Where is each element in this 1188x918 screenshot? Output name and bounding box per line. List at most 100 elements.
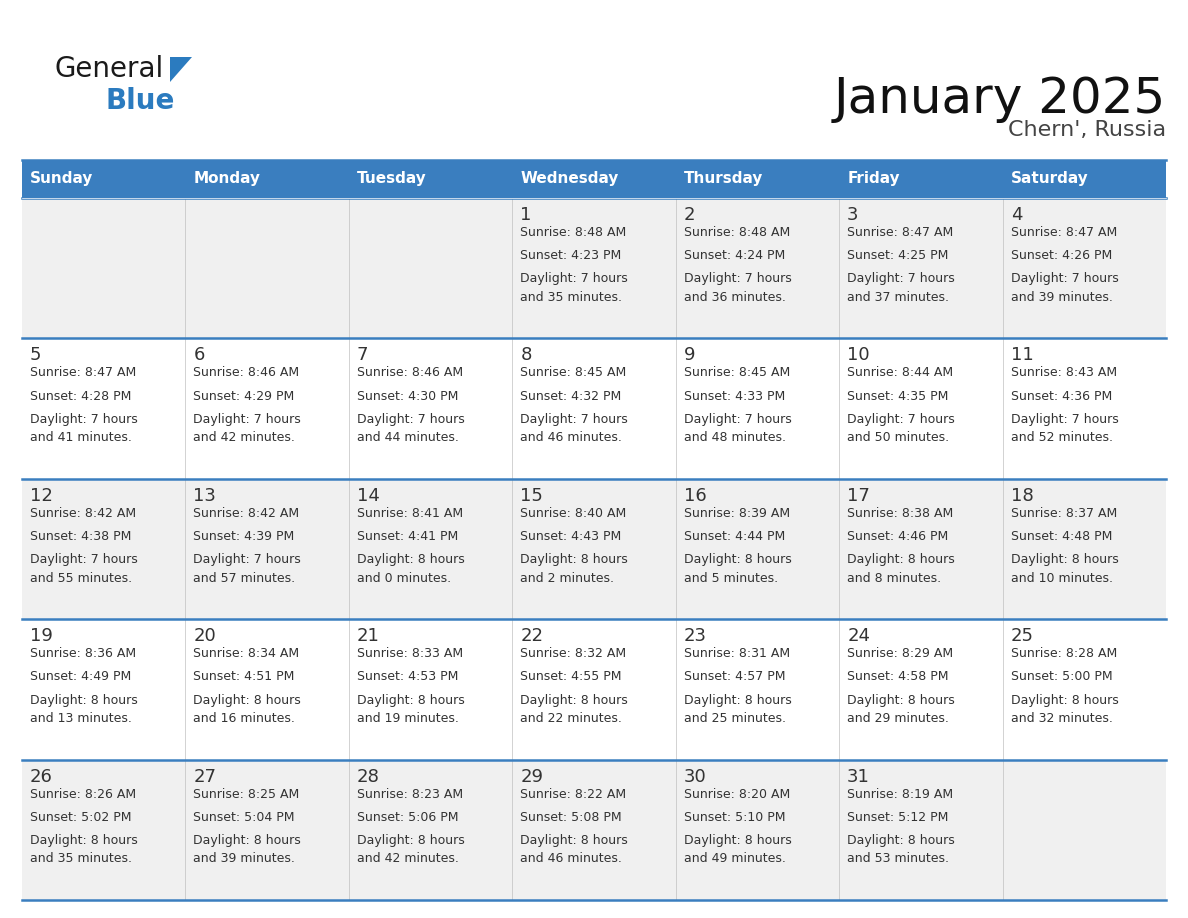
Text: Daylight: 8 hours
and 25 minutes.: Daylight: 8 hours and 25 minutes. [684, 693, 791, 725]
Text: Sunrise: 8:47 AM: Sunrise: 8:47 AM [1011, 226, 1117, 239]
Text: 9: 9 [684, 346, 695, 364]
Text: Daylight: 8 hours
and 22 minutes.: Daylight: 8 hours and 22 minutes. [520, 693, 628, 725]
Text: Daylight: 7 hours
and 50 minutes.: Daylight: 7 hours and 50 minutes. [847, 413, 955, 444]
Text: 17: 17 [847, 487, 870, 505]
Text: Sunset: 4:32 PM: Sunset: 4:32 PM [520, 389, 621, 403]
Text: Sunrise: 8:44 AM: Sunrise: 8:44 AM [847, 366, 953, 379]
Text: Sunset: 4:38 PM: Sunset: 4:38 PM [30, 530, 132, 543]
Text: 13: 13 [194, 487, 216, 505]
Text: 6: 6 [194, 346, 204, 364]
Text: 24: 24 [847, 627, 870, 645]
Text: Sunrise: 8:40 AM: Sunrise: 8:40 AM [520, 507, 626, 520]
Text: 28: 28 [356, 767, 380, 786]
Text: Daylight: 7 hours
and 57 minutes.: Daylight: 7 hours and 57 minutes. [194, 554, 302, 585]
Text: Sunrise: 8:34 AM: Sunrise: 8:34 AM [194, 647, 299, 660]
Text: Sunset: 4:41 PM: Sunset: 4:41 PM [356, 530, 459, 543]
Text: Sunrise: 8:41 AM: Sunrise: 8:41 AM [356, 507, 463, 520]
Text: Sunrise: 8:26 AM: Sunrise: 8:26 AM [30, 788, 137, 800]
Text: 2: 2 [684, 206, 695, 224]
Bar [23, 479, 1165, 620]
Text: Daylight: 8 hours
and 35 minutes.: Daylight: 8 hours and 35 minutes. [30, 834, 138, 866]
Text: Sunday: Sunday [30, 172, 94, 186]
Text: Sunrise: 8:47 AM: Sunrise: 8:47 AM [30, 366, 137, 379]
Text: Sunset: 4:46 PM: Sunset: 4:46 PM [847, 530, 948, 543]
Text: Sunset: 4:58 PM: Sunset: 4:58 PM [847, 670, 949, 683]
Text: Sunset: 4:35 PM: Sunset: 4:35 PM [847, 389, 948, 403]
Text: Sunrise: 8:37 AM: Sunrise: 8:37 AM [1011, 507, 1117, 520]
Text: 23: 23 [684, 627, 707, 645]
Text: Daylight: 8 hours
and 39 minutes.: Daylight: 8 hours and 39 minutes. [194, 834, 302, 866]
Text: 14: 14 [356, 487, 380, 505]
Bar [23, 198, 1165, 339]
Text: Sunset: 4:43 PM: Sunset: 4:43 PM [520, 530, 621, 543]
Text: Sunrise: 8:47 AM: Sunrise: 8:47 AM [847, 226, 954, 239]
Text: Sunrise: 8:43 AM: Sunrise: 8:43 AM [1011, 366, 1117, 379]
Bar [23, 339, 1165, 479]
Text: Sunset: 4:36 PM: Sunset: 4:36 PM [1011, 389, 1112, 403]
Text: Daylight: 8 hours
and 42 minutes.: Daylight: 8 hours and 42 minutes. [356, 834, 465, 866]
Text: Sunset: 4:53 PM: Sunset: 4:53 PM [356, 670, 459, 683]
Text: Sunrise: 8:28 AM: Sunrise: 8:28 AM [1011, 647, 1117, 660]
Text: Saturday: Saturday [1011, 172, 1088, 186]
Text: Chern', Russia: Chern', Russia [1007, 120, 1165, 140]
Text: Sunset: 5:08 PM: Sunset: 5:08 PM [520, 811, 621, 823]
Text: Daylight: 8 hours
and 0 minutes.: Daylight: 8 hours and 0 minutes. [356, 554, 465, 585]
Bar [23, 759, 1165, 900]
Text: Sunset: 4:23 PM: Sunset: 4:23 PM [520, 249, 621, 263]
Text: 19: 19 [30, 627, 53, 645]
Text: 22: 22 [520, 627, 543, 645]
Text: 31: 31 [847, 767, 870, 786]
Text: Sunset: 5:10 PM: Sunset: 5:10 PM [684, 811, 785, 823]
Text: Blue: Blue [105, 87, 175, 115]
Text: Daylight: 7 hours
and 36 minutes.: Daylight: 7 hours and 36 minutes. [684, 273, 791, 304]
Text: Sunset: 4:33 PM: Sunset: 4:33 PM [684, 389, 785, 403]
Text: Sunrise: 8:48 AM: Sunrise: 8:48 AM [520, 226, 626, 239]
Text: Sunrise: 8:19 AM: Sunrise: 8:19 AM [847, 788, 953, 800]
Text: Sunset: 4:26 PM: Sunset: 4:26 PM [1011, 249, 1112, 263]
Text: Daylight: 7 hours
and 41 minutes.: Daylight: 7 hours and 41 minutes. [30, 413, 138, 444]
Polygon shape [170, 57, 192, 82]
Text: Daylight: 8 hours
and 19 minutes.: Daylight: 8 hours and 19 minutes. [356, 693, 465, 725]
Text: Sunset: 4:28 PM: Sunset: 4:28 PM [30, 389, 132, 403]
Text: Sunset: 5:06 PM: Sunset: 5:06 PM [356, 811, 459, 823]
Text: 25: 25 [1011, 627, 1034, 645]
Text: Sunset: 5:12 PM: Sunset: 5:12 PM [847, 811, 948, 823]
Text: 3: 3 [847, 206, 859, 224]
Text: Sunset: 4:25 PM: Sunset: 4:25 PM [847, 249, 948, 263]
Text: Daylight: 7 hours
and 55 minutes.: Daylight: 7 hours and 55 minutes. [30, 554, 138, 585]
Text: Sunrise: 8:39 AM: Sunrise: 8:39 AM [684, 507, 790, 520]
Text: Daylight: 7 hours
and 46 minutes.: Daylight: 7 hours and 46 minutes. [520, 413, 628, 444]
Text: Sunset: 4:44 PM: Sunset: 4:44 PM [684, 530, 785, 543]
Text: Daylight: 8 hours
and 49 minutes.: Daylight: 8 hours and 49 minutes. [684, 834, 791, 866]
Text: Sunset: 4:24 PM: Sunset: 4:24 PM [684, 249, 785, 263]
Text: 27: 27 [194, 767, 216, 786]
Text: Daylight: 7 hours
and 35 minutes.: Daylight: 7 hours and 35 minutes. [520, 273, 628, 304]
Text: Sunset: 5:00 PM: Sunset: 5:00 PM [1011, 670, 1112, 683]
Text: 12: 12 [30, 487, 53, 505]
Text: Daylight: 8 hours
and 32 minutes.: Daylight: 8 hours and 32 minutes. [1011, 693, 1118, 725]
Bar [23, 620, 1165, 759]
Text: Sunrise: 8:29 AM: Sunrise: 8:29 AM [847, 647, 953, 660]
Text: 8: 8 [520, 346, 532, 364]
Text: Daylight: 7 hours
and 42 minutes.: Daylight: 7 hours and 42 minutes. [194, 413, 302, 444]
Text: 7: 7 [356, 346, 368, 364]
Text: Sunrise: 8:42 AM: Sunrise: 8:42 AM [30, 507, 137, 520]
Text: Daylight: 8 hours
and 10 minutes.: Daylight: 8 hours and 10 minutes. [1011, 554, 1118, 585]
Text: 29: 29 [520, 767, 543, 786]
Text: Daylight: 8 hours
and 29 minutes.: Daylight: 8 hours and 29 minutes. [847, 693, 955, 725]
Text: Sunset: 4:57 PM: Sunset: 4:57 PM [684, 670, 785, 683]
Text: Sunset: 4:55 PM: Sunset: 4:55 PM [520, 670, 621, 683]
Text: Sunrise: 8:22 AM: Sunrise: 8:22 AM [520, 788, 626, 800]
Text: Sunrise: 8:46 AM: Sunrise: 8:46 AM [194, 366, 299, 379]
Bar [23, 160, 1165, 198]
Text: 4: 4 [1011, 206, 1022, 224]
Text: Sunset: 4:29 PM: Sunset: 4:29 PM [194, 389, 295, 403]
Text: Daylight: 8 hours
and 16 minutes.: Daylight: 8 hours and 16 minutes. [194, 693, 302, 725]
Text: Sunset: 5:04 PM: Sunset: 5:04 PM [194, 811, 295, 823]
Text: Sunrise: 8:23 AM: Sunrise: 8:23 AM [356, 788, 463, 800]
Text: Sunrise: 8:31 AM: Sunrise: 8:31 AM [684, 647, 790, 660]
Text: Monday: Monday [194, 172, 260, 186]
Text: Sunrise: 8:45 AM: Sunrise: 8:45 AM [520, 366, 626, 379]
Text: Sunrise: 8:20 AM: Sunrise: 8:20 AM [684, 788, 790, 800]
Text: 16: 16 [684, 487, 707, 505]
